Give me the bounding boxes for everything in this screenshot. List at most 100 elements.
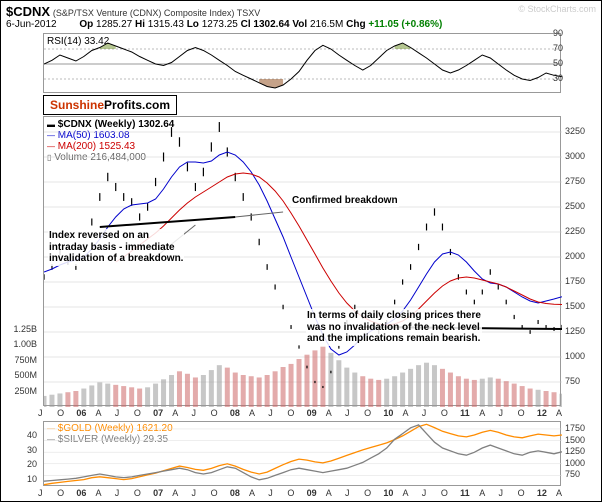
gold-ytick: 1500 [565,435,585,445]
x-tick: 11 [460,488,470,498]
x-tick: J [345,488,350,498]
x-tick: J [191,488,196,498]
brand-part2: Profits.com [104,98,170,112]
chg-label: Chg [346,19,365,30]
rsi-ytick: 90 [553,28,563,38]
x-tick: A [326,408,332,418]
watermark: © StockCharts.com [518,4,596,14]
gold-ytick: 1250 [565,446,585,456]
x-tick: O [518,488,525,498]
price-ytick: 1750 [565,276,585,286]
x-tick: J [498,408,503,418]
annotation-reversal: Index reversed on an intraday basis - im… [48,229,184,266]
price-ytick: 2250 [565,226,585,236]
x-tick: 09 [307,408,317,418]
x-tick: 08 [230,488,240,498]
x-tick: 07 [153,488,163,498]
vol-value: 216.5M [310,19,343,30]
price-ytick: 2500 [565,201,585,211]
price-ytick: 1000 [565,351,585,361]
x-tick: O [211,408,218,418]
silver-ytick: 20 [27,459,37,469]
ticker-symbol: $CDNX [6,4,50,19]
x-tick: O [364,488,371,498]
rsi-ytick: 50 [553,58,563,68]
op-label: Op [79,19,93,30]
xticks-bottom: JO06AJO07AJO08AJO09AJO10AJO11AJO12A [43,486,561,498]
ohlc-row: 6-Jun-2012 Op 1285.27 Hi 1315.43 Lo 1273… [6,19,442,30]
x-tick: A [249,408,255,418]
price-ytick: 2750 [565,176,585,186]
gold-ytick: 1750 [565,423,585,433]
x-tick: J [268,488,273,498]
x-tick: J [422,488,427,498]
x-tick: J [422,408,427,418]
x-tick: O [287,488,294,498]
x-tick: J [38,488,43,498]
x-tick: A [172,488,178,498]
x-tick: A [403,488,409,498]
vol-label: Vol [292,19,307,30]
x-tick: A [403,408,409,418]
rsi-chart [44,34,562,94]
annotation-breakdown: Confirmed breakdown [291,194,399,207]
volume-ytick: 1.25B [13,324,37,334]
x-tick: J [115,488,120,498]
price-ytick: 1500 [565,301,585,311]
bottom-chart [44,422,562,487]
chart-container: $CDNX (S&P/TSX Venture (CDNX) Composite … [0,0,602,502]
x-tick: A [479,488,485,498]
brand-part1: Sunshine [50,98,104,112]
x-tick: 09 [307,488,317,498]
x-tick: A [96,408,102,418]
cl-value: 1302.64 [253,19,289,30]
silver-ytick: 40 [27,430,37,440]
annotation-neck: In terms of daily closing prices there w… [306,309,482,346]
x-tick: O [57,408,64,418]
volume-ytick: 500M [14,370,37,380]
price-ytick: 3250 [565,126,585,136]
x-tick: O [134,408,141,418]
x-tick: J [191,408,196,418]
lo-value: 1273.25 [202,19,238,30]
rsi-ytick: 70 [553,43,563,53]
x-tick: 12 [537,488,547,498]
x-tick: A [96,488,102,498]
x-tick: J [268,408,273,418]
hi-label: Hi [135,19,145,30]
x-tick: A [172,408,178,418]
silver-ytick: 30 [27,445,37,455]
x-tick: O [211,488,218,498]
x-tick: 07 [153,408,163,418]
xticks-main: JO06AJO07AJO08AJO09AJO10AJO11AJO12A [43,406,561,418]
price-ytick: 3000 [565,151,585,161]
x-tick: A [326,488,332,498]
x-tick: O [518,408,525,418]
x-tick: 10 [383,408,393,418]
x-tick: 10 [383,488,393,498]
cl-label: Cl [241,19,251,30]
bottom-panel: — $GOLD (Weekly) 1621.20 — $SILVER (Week… [43,421,561,486]
volume-ytick: 1.00B [13,339,37,349]
x-tick: O [134,488,141,498]
chg-value: +11.05 (+0.86%) [368,19,442,30]
lo-label: Lo [187,19,199,30]
gold-ytick: 1000 [565,458,585,468]
x-tick: 06 [76,488,86,498]
x-tick: O [287,408,294,418]
hi-value: 1315.43 [148,19,184,30]
x-tick: J [115,408,120,418]
x-tick: A [249,488,255,498]
op-value: 1285.27 [96,19,132,30]
silver-ytick: 10 [27,474,37,484]
x-tick: 06 [76,408,86,418]
x-tick: 08 [230,408,240,418]
x-tick: O [441,488,448,498]
volume-ytick: 250M [14,386,37,396]
ticker-row: $CDNX (S&P/TSX Venture (CDNX) Composite … [6,4,260,19]
x-tick: 12 [537,408,547,418]
x-tick: 11 [460,408,470,418]
x-tick: O [441,408,448,418]
volume-ytick: 750M [14,355,37,365]
brand-badge: SunshineProfits.com [43,95,177,115]
